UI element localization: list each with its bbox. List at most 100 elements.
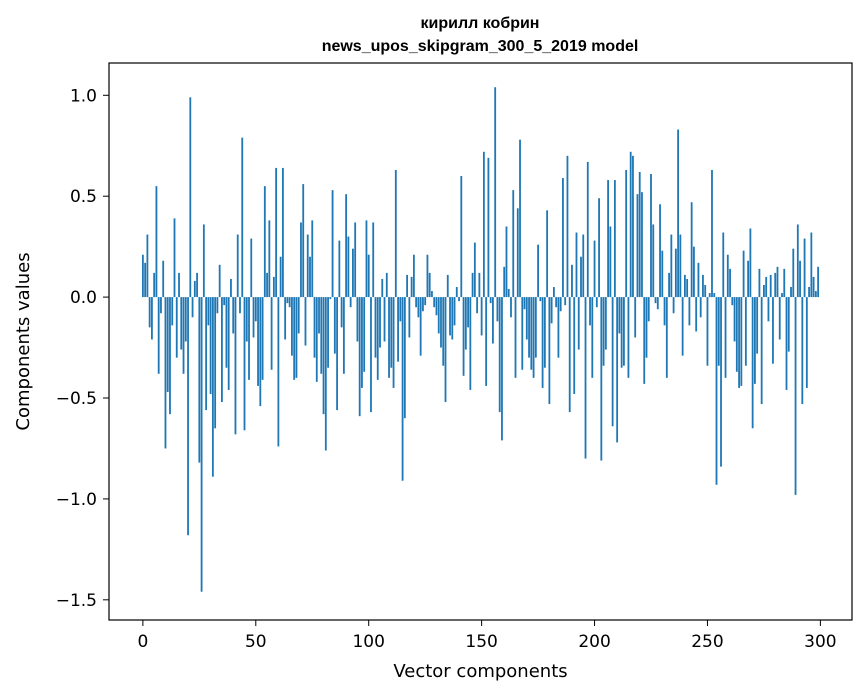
bar-component-102 [372, 222, 375, 298]
bar-component-249 [704, 284, 707, 298]
bar-component-106 [381, 278, 384, 298]
bar-component-76 [313, 297, 316, 358]
bar-component-155 [492, 297, 494, 344]
bar-component-282 [778, 297, 781, 340]
bar-component-122 [417, 297, 420, 318]
bar-component-121 [415, 297, 418, 308]
bar-component-176 [539, 297, 542, 302]
bar-component-23 [193, 280, 196, 298]
bar-component-36 [223, 297, 226, 306]
y-axis-ticks: 1.0 0.5 0.0 −0.5 −1.0 −1.5 [56, 86, 109, 611]
bar-component-91 [347, 236, 350, 298]
bar-component-35 [221, 297, 223, 403]
bar-component-16 [178, 272, 180, 298]
bar-component-62 [281, 167, 284, 298]
x-tick-label: 50 [245, 632, 267, 652]
bar-component-235 [672, 297, 675, 314]
bar-component-257 [722, 232, 725, 298]
x-tick-label: 250 [691, 632, 723, 652]
bar-component-44 [241, 137, 244, 298]
bar-component-248 [702, 274, 704, 298]
bar-component-24 [196, 272, 198, 298]
bar-component-273 [758, 268, 761, 298]
bar-component-230 [661, 250, 664, 298]
bar-component-256 [720, 297, 722, 467]
bar-component-180 [548, 297, 551, 405]
bar-component-132 [440, 297, 442, 348]
bar-component-213 [623, 297, 625, 366]
bar-component-251 [708, 293, 711, 298]
bar-component-105 [379, 297, 381, 348]
bar-component-7 [157, 297, 160, 374]
bar-component-61 [279, 256, 282, 298]
bar-component-98 [363, 297, 366, 372]
bar-component-160 [503, 266, 506, 298]
bar-component-147 [473, 242, 476, 298]
bar-component-129 [433, 297, 436, 308]
bar-component-77 [315, 297, 318, 382]
bar-component-136 [449, 297, 451, 336]
bar-component-253 [713, 293, 716, 298]
bar-component-84 [331, 190, 334, 298]
bar-component-68 [295, 297, 298, 378]
bar-component-137 [451, 297, 454, 340]
bar-component-193 [577, 297, 580, 350]
bar-component-290 [796, 224, 799, 298]
bar-component-123 [419, 297, 422, 356]
bar-component-172 [530, 297, 533, 370]
bar-component-167 [519, 139, 521, 298]
bar-component-146 [471, 272, 474, 298]
bar-component-37 [225, 297, 228, 368]
bar-component-259 [726, 254, 729, 298]
bar-component-221 [641, 192, 643, 298]
x-tick-label: 150 [465, 632, 497, 652]
bar-component-81 [324, 297, 327, 451]
bar-component-232 [665, 297, 668, 378]
y-tick-label: −1.0 [56, 490, 97, 510]
bar-component-99 [365, 220, 368, 298]
bar-component-22 [191, 297, 194, 318]
bar-component-254 [715, 297, 718, 485]
bar-component-206 [607, 180, 609, 298]
bar-component-291 [799, 260, 801, 298]
bar-component-194 [580, 256, 582, 298]
bar-component-74 [309, 256, 311, 298]
bar-component-218 [634, 297, 637, 338]
bar-component-171 [528, 297, 530, 358]
bar-component-179 [546, 210, 549, 298]
bar-component-260 [729, 268, 731, 298]
bar-component-133 [442, 297, 445, 366]
bar-component-192 [575, 232, 578, 298]
bar-component-243 [690, 202, 693, 298]
bar-component-220 [638, 171, 641, 298]
bar-component-263 [735, 297, 738, 372]
bar-component-14 [173, 218, 176, 298]
bar-component-269 [749, 228, 752, 298]
bar-component-100 [367, 254, 370, 298]
bar-component-186 [562, 178, 564, 298]
bar-component-178 [543, 297, 546, 368]
bar-component-70 [300, 222, 302, 298]
bar-component-298 [814, 291, 817, 298]
bar-component-156 [494, 87, 497, 298]
bar-component-281 [776, 266, 779, 298]
bar-component-46 [245, 297, 248, 342]
plot-area-frame [108, 62, 853, 621]
bar-component-252 [711, 169, 713, 298]
bar-component-45 [243, 297, 246, 431]
bar-component-140 [458, 297, 460, 302]
bar-component-112 [394, 169, 397, 298]
bar-component-159 [501, 297, 503, 441]
bar-component-154 [489, 297, 492, 304]
bar-component-158 [498, 297, 501, 413]
bar-component-149 [478, 272, 481, 298]
bar-component-78 [318, 297, 320, 334]
bar-component-185 [559, 297, 562, 312]
bar-component-181 [550, 297, 553, 324]
bar-component-12 [169, 297, 171, 415]
bar-component-267 [744, 297, 747, 366]
bar-component-82 [327, 297, 329, 368]
bar-component-184 [557, 297, 560, 358]
bar-component-57 [270, 297, 273, 370]
